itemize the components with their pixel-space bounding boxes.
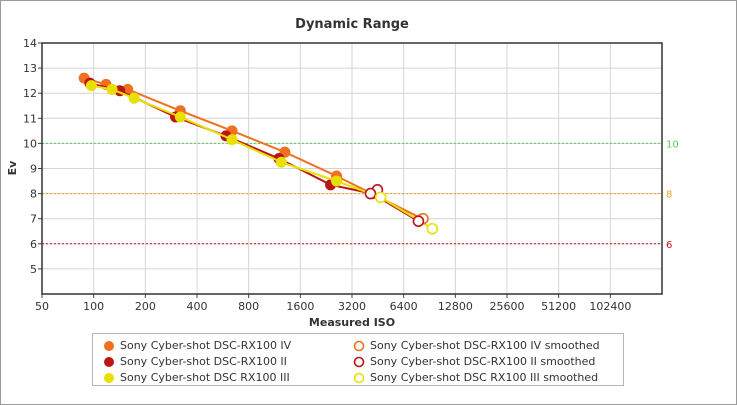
y-tick-label: 10 [23, 137, 37, 150]
legend-swatch [104, 373, 114, 383]
y-tick-label: 8 [30, 188, 37, 201]
legend: Sony Cyber-shot DSC-RX100 IV Sony Cyber-s… [92, 333, 624, 386]
x-tick-label: 1600 [286, 300, 314, 313]
data-point [275, 156, 287, 168]
legend-marker [104, 341, 114, 351]
data-point-smoothed [374, 191, 387, 204]
y-tick-label: 9 [30, 163, 37, 176]
legend-label: Sony Cyber-shot DSC RX100 III smoothed [370, 371, 599, 384]
x-tick-label: 50 [35, 300, 49, 313]
legend-swatch [353, 340, 365, 352]
y-tick-label: 11 [23, 112, 37, 125]
x-tick-label: 12800 [438, 300, 473, 313]
x-tick-label: 6400 [390, 300, 418, 313]
data-point [226, 134, 238, 146]
grid-layer [41, 42, 662, 294]
x-tick-label: 51200 [541, 300, 576, 313]
x-axis-label: Measured ISO [309, 316, 395, 329]
data-point [106, 83, 118, 95]
data-point [85, 80, 97, 92]
reference-label-6: 6 [666, 240, 672, 251]
reference-label-8: 8 [666, 190, 672, 201]
reference-lines: 10 8 6 [42, 139, 679, 251]
x-tick-label: 102400 [589, 300, 631, 313]
y-tick-label: 14 [23, 37, 37, 50]
x-tick-label: 200 [135, 300, 156, 313]
legend-label: Sony Cyber-shot DSC RX100 III [120, 371, 290, 384]
data-point [174, 111, 186, 123]
y-tick-label: 7 [30, 213, 37, 226]
legend-swatch [353, 372, 365, 384]
legend-swatch [104, 357, 114, 367]
plot-border [41, 42, 663, 295]
legend-swatch [104, 341, 114, 351]
y-tick-label: 12 [23, 87, 37, 100]
legend-marker [353, 340, 365, 352]
reference-label-10: 10 [666, 139, 679, 150]
legend-label: Sony Cyber-shot DSC-RX100 IV smoothed [370, 339, 600, 352]
y-axis-label: Ev [6, 160, 19, 176]
y-tick-label: 13 [23, 62, 37, 75]
x-tick-label: 25600 [490, 300, 525, 313]
legend-label: Sony Cyber-shot DSC-RX100 II smoothed [370, 355, 596, 368]
data-point-smoothed [412, 215, 425, 228]
x-tick-label: 800 [238, 300, 259, 313]
data-point [331, 175, 343, 187]
legend-swatch [353, 356, 365, 368]
legend-marker [104, 357, 114, 367]
legend-label: Sony Cyber-shot DSC-RX100 II [120, 355, 287, 368]
series-6 [374, 191, 439, 235]
y-tick-label: 6 [30, 238, 37, 251]
legend-marker [353, 356, 365, 368]
x-tick-label: 100 [83, 300, 104, 313]
legend-marker [104, 373, 114, 383]
chart-title: Dynamic Range [295, 17, 409, 32]
legend-label: Sony Cyber-shot DSC-RX100 IV [120, 339, 292, 352]
data-point-smoothed [364, 187, 377, 200]
data-point-smoothed [426, 222, 439, 235]
x-tick-label: 400 [187, 300, 208, 313]
x-tick-label: 3200 [338, 300, 366, 313]
axes: 5 6 7 8 9 10 11 12 13 14 50 100 200 400 800 1600 3200 640… [23, 37, 663, 313]
series-layer [78, 72, 439, 235]
y-tick-label: 5 [30, 263, 37, 276]
data-point [128, 92, 140, 104]
legend-marker [353, 372, 365, 384]
